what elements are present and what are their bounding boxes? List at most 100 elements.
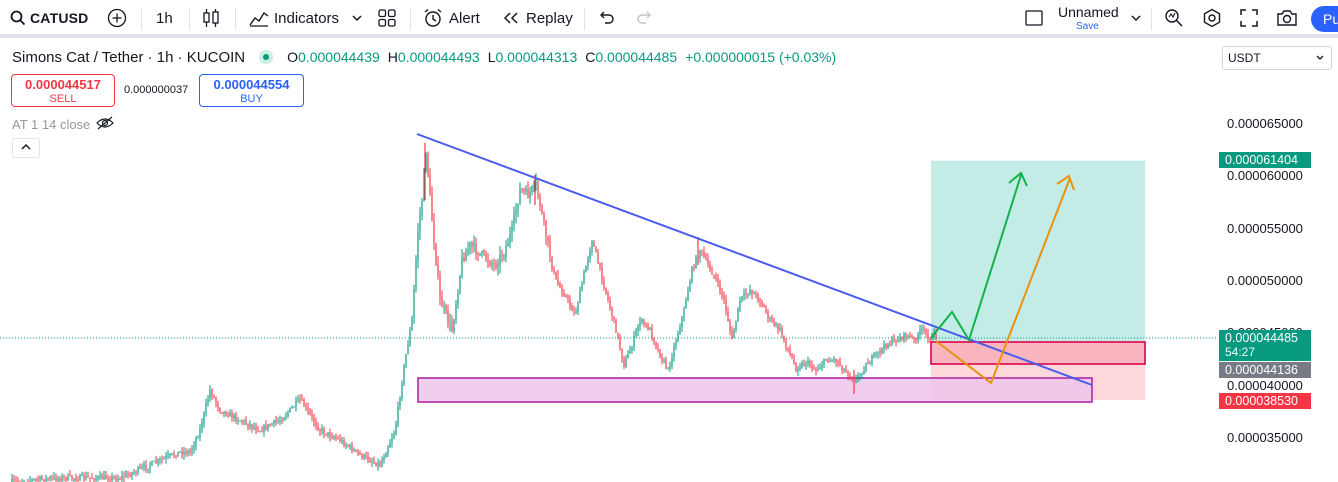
candle-body — [321, 428, 323, 432]
snapshot-button[interactable] — [1276, 0, 1298, 36]
candle-body — [431, 193, 433, 222]
settings-button[interactable] — [1202, 0, 1222, 36]
candle-body — [319, 429, 321, 432]
candle-body — [125, 473, 127, 478]
candle-body — [771, 317, 773, 321]
candle-body — [287, 412, 289, 416]
candle-body — [889, 344, 891, 346]
candle-body — [317, 425, 319, 430]
eye-off-icon[interactable] — [96, 116, 115, 133]
candle-body — [535, 181, 537, 183]
candle-body — [283, 417, 285, 421]
candle-body — [533, 182, 535, 187]
candle-body — [87, 476, 89, 478]
candle-body — [361, 454, 363, 459]
candle-body — [663, 360, 665, 362]
candle-body — [101, 475, 103, 480]
layout-toggle[interactable] — [1024, 0, 1044, 36]
candle-body — [337, 438, 339, 440]
candle-body — [883, 344, 885, 349]
candle-body — [199, 429, 201, 438]
candle-body — [713, 274, 715, 277]
alert-button[interactable]: Alert — [423, 0, 480, 36]
candle-body — [541, 207, 543, 214]
candle-body — [693, 267, 695, 269]
indicators-button[interactable]: Indicators — [249, 0, 339, 36]
candle-body — [51, 477, 53, 479]
symbol-search[interactable]: CATUSD — [10, 0, 89, 36]
candle-body — [817, 369, 819, 371]
candle-body — [723, 295, 725, 299]
candle-body — [851, 376, 853, 380]
candle-body — [655, 342, 657, 348]
candle-body — [711, 270, 713, 275]
layout-menu-button[interactable] — [1130, 0, 1142, 36]
price-tick: 0.000050000 — [1227, 273, 1303, 288]
candle-body — [527, 188, 529, 199]
open-value: 0.000044439 — [298, 49, 380, 65]
currency-select[interactable]: USDT — [1222, 46, 1332, 70]
candle-body — [201, 423, 203, 430]
redo-button[interactable] — [636, 0, 654, 36]
chart-type-button[interactable] — [202, 0, 220, 36]
candle-body — [631, 347, 633, 351]
candle-body — [661, 357, 663, 361]
undo-button[interactable] — [597, 0, 615, 36]
layout-name-button[interactable]: Unnamed — [1058, 0, 1119, 30]
candle-body — [621, 348, 623, 359]
layout-button[interactable] — [377, 0, 397, 36]
sell-price: 0.000044517 — [25, 77, 101, 92]
candle-body — [799, 367, 801, 370]
candle-body — [11, 479, 13, 482]
candle-body — [899, 337, 901, 340]
candle-body — [221, 412, 223, 414]
price-chart[interactable] — [0, 42, 1338, 482]
candle-body — [151, 461, 153, 466]
publish-button[interactable]: Pu — [1311, 6, 1338, 32]
indicators-dropdown[interactable] — [351, 0, 363, 36]
candle-body — [665, 360, 667, 368]
candle-body — [797, 369, 799, 371]
indicator-legend[interactable]: AT 1 14 close — [12, 116, 115, 133]
close-key: C — [585, 49, 596, 65]
candle-body — [403, 365, 405, 384]
candle-body — [789, 349, 791, 355]
candle-body — [653, 337, 655, 343]
candle-body — [811, 365, 813, 369]
sell-button[interactable]: 0.000044517 SELL — [11, 74, 115, 107]
candle-body — [545, 220, 547, 237]
candle-body — [903, 333, 905, 340]
collapse-legend-button[interactable] — [12, 138, 40, 158]
spread-value: 0.000000037 — [124, 84, 189, 96]
candle-body — [59, 478, 61, 481]
interval-button[interactable]: 1h — [156, 0, 173, 36]
candle-body — [41, 477, 43, 480]
candle-body — [691, 267, 693, 282]
candle-body — [399, 397, 401, 407]
candle-body — [601, 267, 603, 281]
candle-body — [371, 461, 373, 463]
candle-body — [793, 358, 795, 364]
buy-button[interactable]: 0.000044554 BUY — [199, 74, 304, 107]
candle-body — [735, 320, 737, 331]
candle-body — [235, 414, 237, 421]
replay-button[interactable]: Replay — [502, 0, 573, 36]
candle-body — [105, 475, 107, 480]
candle-body — [207, 398, 209, 404]
candle-body — [649, 328, 651, 331]
low-value: 0.000044313 — [495, 49, 578, 65]
candle-body — [539, 195, 541, 208]
quick-search-button[interactable] — [1164, 0, 1184, 36]
symbol-title[interactable]: Simons Cat / Tether · 1h · KUCOIN — [12, 48, 246, 66]
fullscreen-button[interactable] — [1240, 0, 1258, 36]
candle-body — [877, 351, 879, 354]
candle-body — [49, 477, 51, 480]
candle-body — [495, 263, 497, 268]
candle-body — [53, 476, 55, 478]
candle-body — [475, 243, 477, 254]
candle-body — [695, 257, 697, 268]
save-link[interactable]: Save — [1076, 21, 1099, 32]
candle-body — [213, 396, 215, 398]
alternate-path-arrow — [935, 177, 1071, 385]
compare-button[interactable] — [107, 0, 127, 36]
